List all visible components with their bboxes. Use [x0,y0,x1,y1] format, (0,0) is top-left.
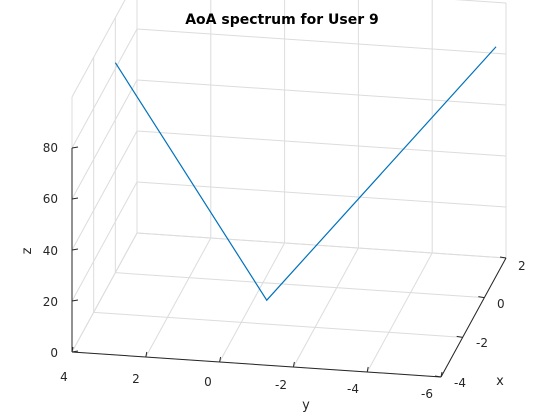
series-layer [114,46,497,302]
side-wall-z-gridline [71,130,138,251]
floor-y-gridline [145,237,212,358]
side-wall-z-gridline [71,181,138,302]
side-wall-z-gridline [71,0,126,98]
y-axis-label: y [302,398,310,413]
floor-y-gridline [366,252,433,373]
y-tick-label: -2 [275,378,287,392]
x-tick-label: -2 [476,336,488,350]
y-tick-label: -6 [421,387,433,401]
back-wall-z-gridline [136,79,507,106]
x-tick-label: 2 [518,259,526,273]
z-axis-label: z [20,247,35,254]
floor-y-gridline [71,232,138,353]
back-wall-z-gridline [136,130,507,157]
axis-lines [71,146,507,378]
floor-x-gridline [115,272,485,299]
tick-labels: 0 20 40 60 80 4 2 0 -2 -4 -6 -4 -2 0 2 [43,141,526,401]
floor-y-gridline [219,242,286,363]
chart-title: AoA spectrum for User 9 [185,12,379,28]
x-axis-label: x [496,374,504,389]
y-tick-mark [440,371,443,378]
x-tick-mark [434,375,442,378]
floor-x-gridline [93,311,463,338]
x-tick-label: -4 [454,376,466,390]
y-tick-label: 2 [132,372,140,386]
back-wall-z-gridline [136,181,507,208]
back-wall-z-gridline [454,0,507,4]
y-tick-mark [145,351,148,358]
y-tick-mark [366,366,369,373]
z-tick-mark [71,248,79,251]
y-tick-label: -4 [347,382,359,396]
z-tick-label: 60 [43,192,58,206]
z-tick-mark [71,197,79,200]
z-tick-mark [71,146,79,149]
floor-x-gridline [136,232,507,259]
z-tick-label: 0 [50,346,58,360]
side-wall-z-gridline [71,79,138,200]
y-tick-mark [219,356,222,363]
back-wall-z-gridline [136,28,507,55]
x-axis-line [440,257,507,378]
z-tick-label: 40 [43,244,58,258]
y-tick-mark [71,346,74,353]
y-tick-label: 4 [60,370,68,384]
y-tick-mark [292,361,295,368]
z-tick-label: 20 [43,295,58,309]
x-tick-mark [456,335,463,338]
x-tick-mark [478,296,485,299]
floor-y-gridline [292,247,359,368]
back-grid-lines [71,0,507,378]
z-tick-mark [71,350,79,353]
side-wall-z-gridline [71,28,138,149]
z-tick-mark [71,299,79,302]
x-tick-label: 0 [497,297,505,311]
y-axis-line [71,351,442,378]
x-tick-mark [499,256,507,259]
y-tick-label: 0 [204,375,212,389]
z-tick-label: 80 [43,141,58,155]
aoa-series-line [114,46,497,302]
